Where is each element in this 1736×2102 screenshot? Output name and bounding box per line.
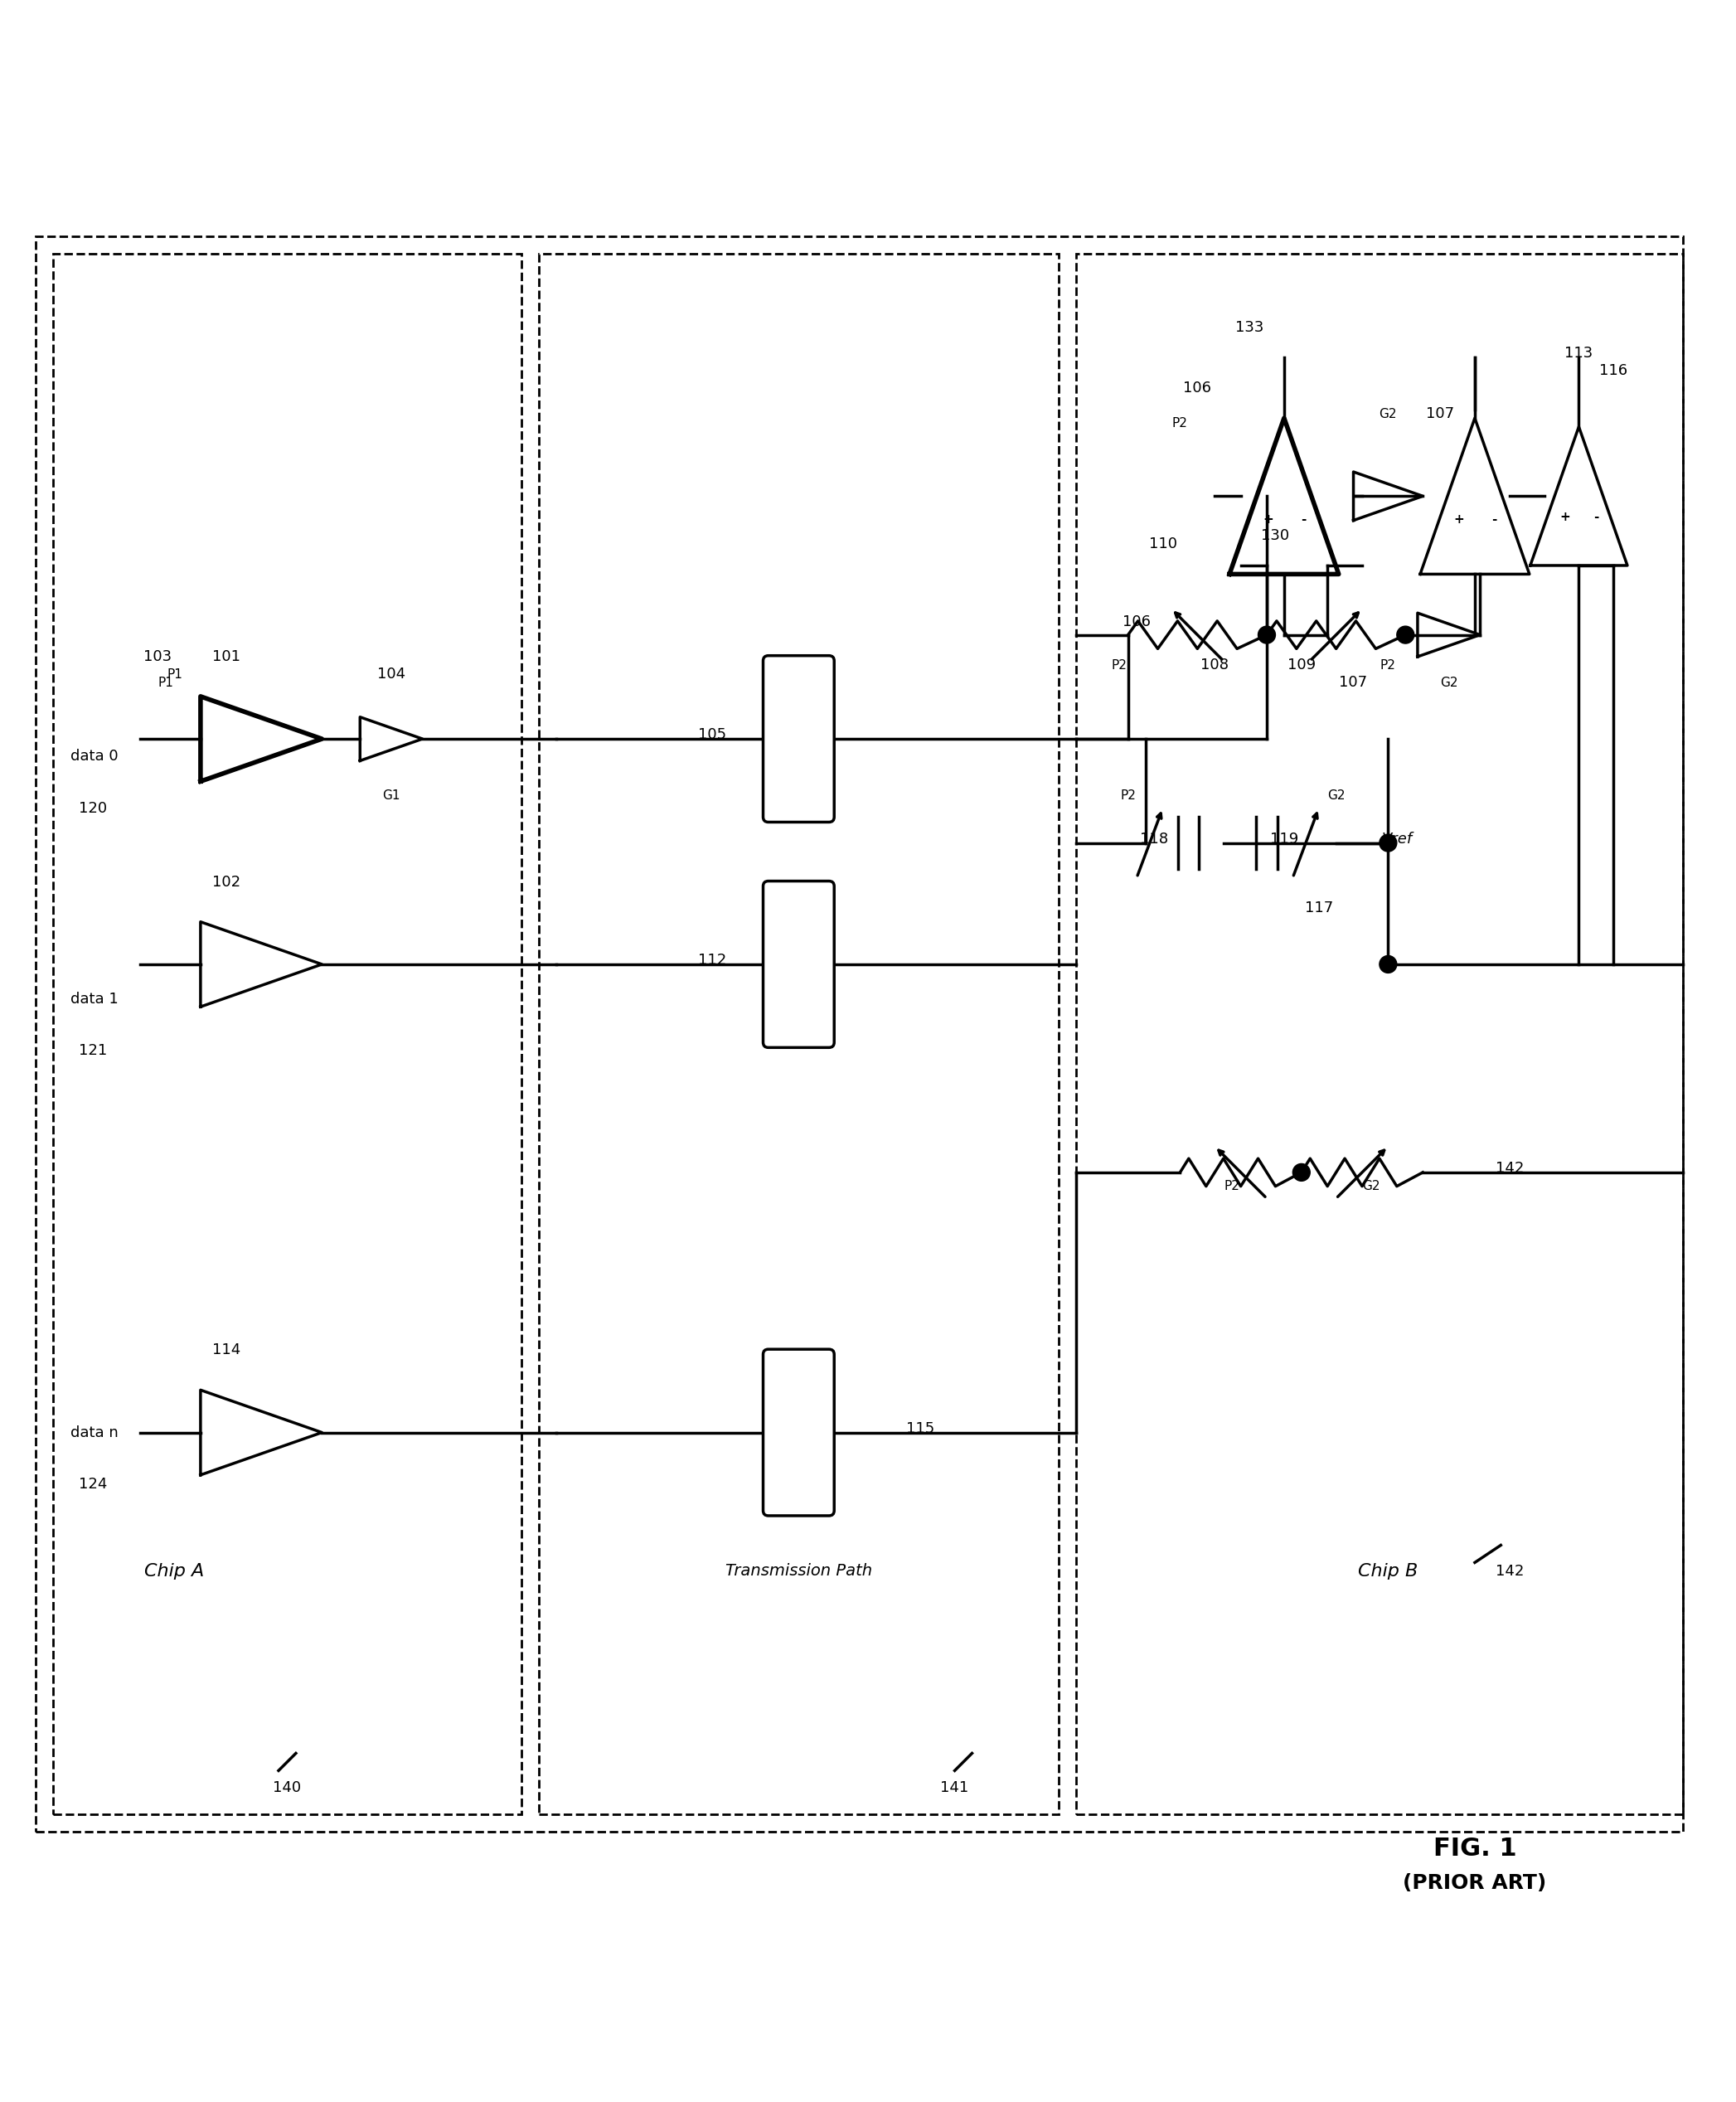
Text: P2: P2 bbox=[1224, 1179, 1240, 1192]
Text: 105: 105 bbox=[698, 727, 726, 742]
Text: 120: 120 bbox=[80, 801, 108, 816]
Text: 121: 121 bbox=[80, 1043, 108, 1059]
Text: 133: 133 bbox=[1236, 320, 1264, 334]
Text: -: - bbox=[1594, 511, 1599, 523]
Text: 115: 115 bbox=[906, 1421, 934, 1436]
Text: G1: G1 bbox=[382, 790, 399, 803]
Text: -: - bbox=[1491, 513, 1496, 526]
Text: 107: 107 bbox=[1338, 675, 1368, 689]
Text: Transmission Path: Transmission Path bbox=[726, 1564, 871, 1579]
Text: G2: G2 bbox=[1378, 408, 1397, 420]
Text: G2: G2 bbox=[1328, 790, 1345, 803]
Text: FIG. 1: FIG. 1 bbox=[1434, 1837, 1517, 1860]
Text: +: + bbox=[1264, 513, 1274, 526]
Text: Vref: Vref bbox=[1382, 830, 1411, 847]
Text: 113: 113 bbox=[1564, 347, 1594, 362]
Text: P1: P1 bbox=[158, 677, 174, 689]
Text: 142: 142 bbox=[1495, 1564, 1524, 1579]
Circle shape bbox=[1259, 626, 1276, 643]
Text: (PRIOR ART): (PRIOR ART) bbox=[1403, 1873, 1547, 1894]
FancyBboxPatch shape bbox=[764, 1349, 835, 1516]
Text: 119: 119 bbox=[1271, 830, 1299, 847]
Text: Chip B: Chip B bbox=[1358, 1564, 1418, 1579]
Text: 117: 117 bbox=[1304, 900, 1333, 916]
Text: 109: 109 bbox=[1288, 658, 1316, 673]
Circle shape bbox=[1380, 834, 1397, 851]
Text: 130: 130 bbox=[1262, 528, 1290, 542]
Circle shape bbox=[1380, 956, 1397, 973]
Text: data 1: data 1 bbox=[71, 992, 118, 1007]
Text: 107: 107 bbox=[1425, 406, 1455, 420]
Text: 106: 106 bbox=[1123, 614, 1151, 628]
Text: G2: G2 bbox=[1439, 677, 1458, 689]
Text: 141: 141 bbox=[941, 1780, 969, 1795]
Text: +: + bbox=[1559, 511, 1571, 523]
Text: P2: P2 bbox=[1172, 416, 1187, 429]
Text: -: - bbox=[1300, 513, 1305, 526]
Text: 110: 110 bbox=[1149, 536, 1177, 551]
Text: 102: 102 bbox=[212, 874, 241, 889]
FancyBboxPatch shape bbox=[764, 656, 835, 822]
Text: G2: G2 bbox=[1361, 1179, 1380, 1192]
Text: 108: 108 bbox=[1201, 658, 1229, 673]
Text: P2: P2 bbox=[1111, 660, 1127, 673]
Text: data 0: data 0 bbox=[71, 748, 118, 763]
Text: data n: data n bbox=[71, 1425, 118, 1440]
Text: 106: 106 bbox=[1184, 380, 1212, 395]
FancyBboxPatch shape bbox=[764, 881, 835, 1047]
Text: P2: P2 bbox=[1380, 660, 1396, 673]
Text: P2: P2 bbox=[1120, 790, 1135, 803]
Circle shape bbox=[1397, 626, 1415, 643]
Text: P1: P1 bbox=[167, 668, 182, 681]
Circle shape bbox=[1293, 1165, 1311, 1181]
Text: 140: 140 bbox=[273, 1780, 302, 1795]
Text: 116: 116 bbox=[1599, 364, 1628, 378]
Text: +: + bbox=[1455, 513, 1465, 526]
Text: 118: 118 bbox=[1141, 830, 1168, 847]
Text: 114: 114 bbox=[212, 1343, 241, 1358]
Text: 142: 142 bbox=[1495, 1160, 1524, 1175]
Text: 103: 103 bbox=[142, 650, 172, 664]
Text: 101: 101 bbox=[212, 650, 241, 664]
Text: 104: 104 bbox=[377, 666, 406, 681]
Text: Chip A: Chip A bbox=[144, 1564, 205, 1579]
Text: 112: 112 bbox=[698, 952, 726, 967]
Text: 124: 124 bbox=[80, 1478, 108, 1492]
